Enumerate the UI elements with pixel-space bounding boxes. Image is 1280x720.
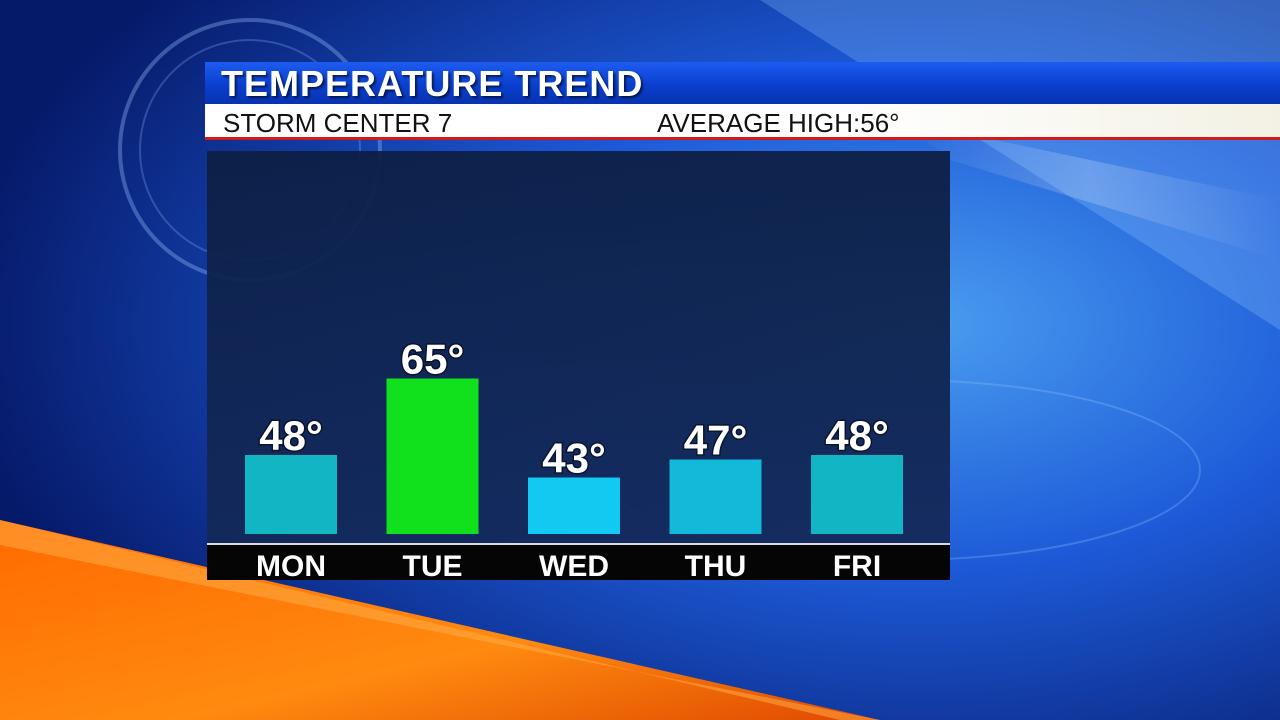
value-label-thu: 47°	[684, 417, 748, 464]
station-name: STORM CENTER 7	[223, 108, 453, 138]
value-label-wed: 43°	[542, 435, 606, 482]
bar-thu	[669, 459, 762, 534]
category-label-thu: THU	[685, 550, 747, 583]
bar-fri	[811, 455, 903, 534]
chart-title: TEMPERATURE TREND	[221, 63, 644, 104]
bar-mon	[245, 455, 337, 534]
subtitle-bar: STORM CENTER 7 AVERAGE HIGH:56°	[205, 104, 1280, 140]
day-label-strip	[207, 543, 950, 580]
value-label-fri: 48°	[825, 412, 889, 459]
bar-chart: 48° MON 65° TUE 43° WED 47° THU 48° FRI	[245, 334, 903, 583]
bar-tue	[386, 378, 479, 534]
bar-wed	[528, 477, 620, 534]
value-label-mon: 48°	[259, 412, 323, 459]
average-high-label: AVERAGE HIGH:	[657, 108, 861, 138]
category-label-mon: MON	[256, 550, 326, 583]
average-high-value: 56°	[860, 108, 900, 138]
category-label-fri: FRI	[833, 550, 881, 583]
value-label-tue: 65°	[401, 336, 465, 383]
category-label-tue: TUE	[403, 550, 463, 583]
category-label-wed: WED	[539, 550, 609, 583]
average-high: AVERAGE HIGH:56°	[657, 108, 900, 139]
title-bar: TEMPERATURE TREND	[205, 62, 1280, 104]
